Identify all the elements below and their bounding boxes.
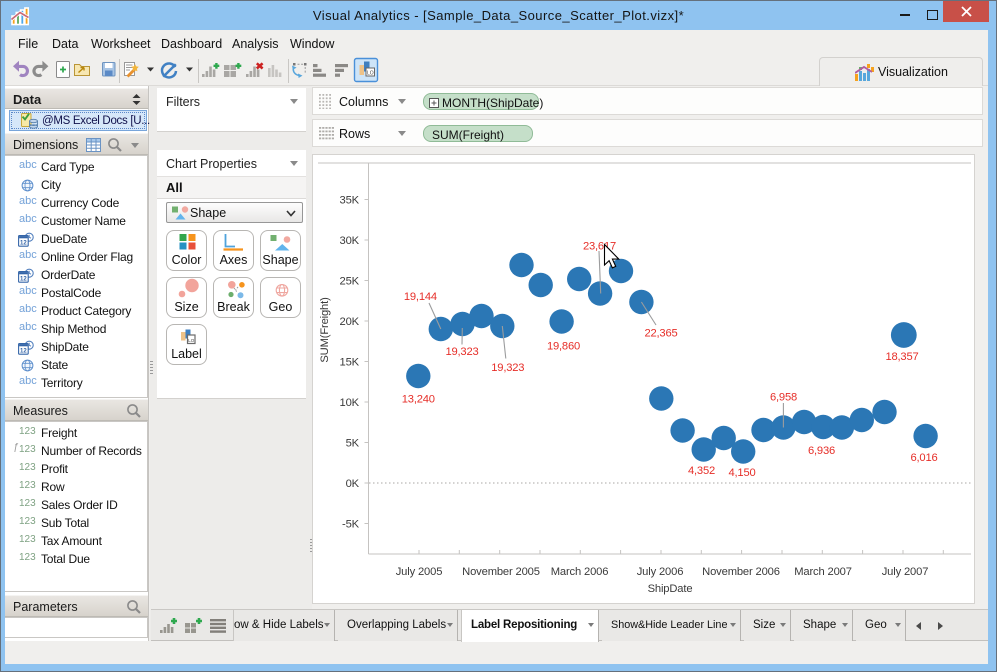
- svg-text:12: 12: [20, 276, 27, 282]
- svg-text:10K: 10K: [340, 397, 360, 409]
- svg-text:LO: LO: [188, 338, 195, 343]
- svg-text:30K: 30K: [340, 235, 360, 247]
- svg-text:March 2007: March 2007: [794, 566, 852, 578]
- svg-text:ShipDate: ShipDate: [648, 583, 693, 595]
- svg-text:-5K: -5K: [342, 519, 360, 531]
- svg-text:12: 12: [20, 348, 27, 354]
- svg-text:July 2005: July 2005: [396, 566, 443, 578]
- svg-text:22,365: 22,365: [644, 328, 677, 340]
- svg-text:November 2006: November 2006: [702, 566, 780, 578]
- svg-text:15K: 15K: [340, 357, 360, 369]
- svg-text:4,352: 4,352: [688, 465, 715, 477]
- svg-text:12: 12: [20, 240, 27, 246]
- svg-text:July 2006: July 2006: [637, 566, 684, 578]
- svg-text:19,860: 19,860: [547, 341, 580, 353]
- svg-text:19,323: 19,323: [445, 346, 478, 358]
- svg-text:0K: 0K: [346, 478, 360, 490]
- svg-text:March 2006: March 2006: [551, 566, 609, 578]
- svg-text:35K: 35K: [340, 195, 360, 207]
- svg-text:19,323: 19,323: [491, 362, 524, 374]
- svg-text:13,240: 13,240: [402, 394, 435, 406]
- svg-text:20K: 20K: [340, 316, 360, 328]
- svg-text:4,150: 4,150: [729, 467, 756, 479]
- svg-text:6,016: 6,016: [911, 452, 938, 464]
- svg-text:LO: LO: [367, 71, 374, 77]
- svg-text:18,357: 18,357: [885, 351, 918, 363]
- svg-text:July 2007: July 2007: [882, 566, 929, 578]
- svg-text:19,144: 19,144: [404, 291, 437, 303]
- svg-text:5K: 5K: [346, 438, 360, 450]
- svg-text:25K: 25K: [340, 276, 360, 288]
- svg-text:6,936: 6,936: [808, 445, 835, 457]
- svg-text:November 2005: November 2005: [462, 566, 540, 578]
- svg-text:SUM(Freight): SUM(Freight): [319, 297, 331, 363]
- svg-text:6,958: 6,958: [770, 392, 797, 404]
